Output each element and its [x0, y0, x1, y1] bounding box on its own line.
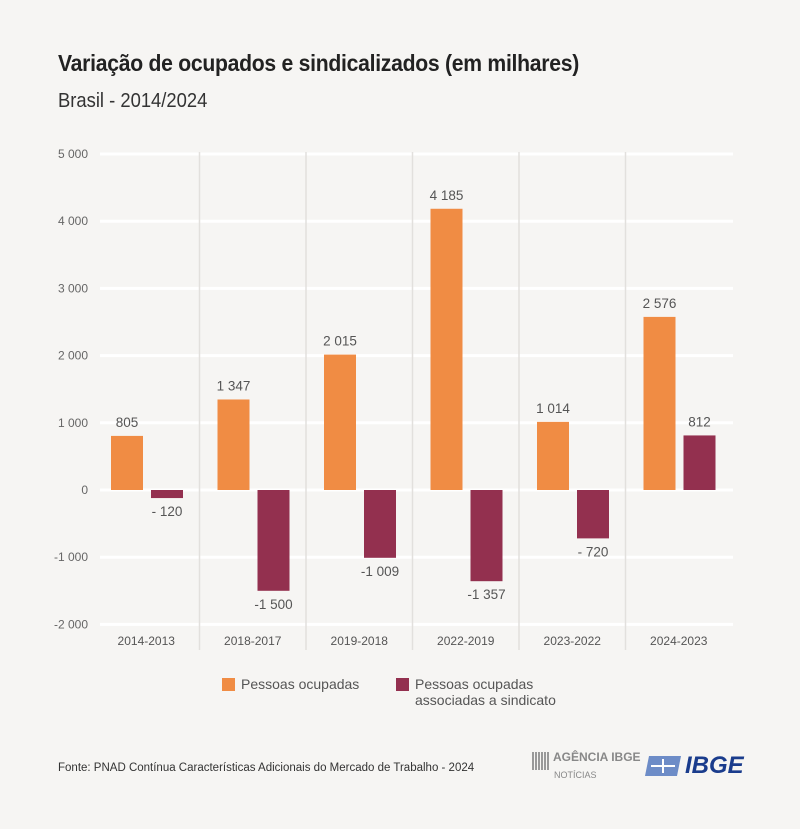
source-note: Fonte: PNAD Contínua Características Adi… — [58, 762, 475, 774]
bar-ocupadas — [643, 316, 676, 490]
y-tick-label: -2 000 — [54, 617, 88, 631]
y-tick-label: 5 000 — [58, 147, 88, 161]
data-label: 1 347 — [217, 378, 251, 393]
y-tick-label: 4 000 — [58, 214, 88, 228]
data-label: - 120 — [152, 504, 183, 519]
data-label: -1 357 — [467, 587, 505, 602]
x-tick-label: 2014-2013 — [118, 634, 176, 648]
data-label: 2 576 — [643, 296, 677, 311]
legend-item-sindicato: Pessoas ocupadas associadas a sindicato — [396, 676, 556, 708]
bar-sindicato — [577, 490, 609, 539]
x-tick-label: 2024-2023 — [650, 634, 708, 648]
x-tick-label: 2019-2018 — [331, 634, 389, 648]
chart-title: Variação de ocupados e sindicalizados (e… — [58, 50, 580, 76]
legend-swatch — [222, 678, 235, 691]
y-tick-label: 1 000 — [58, 416, 88, 430]
legend-label: Pessoas ocupadas — [241, 676, 360, 692]
y-tick-label: 3 000 — [58, 281, 88, 295]
bar-sindicato — [364, 490, 396, 558]
legend-item-ocupadas: Pessoas ocupadas — [222, 676, 359, 692]
bar-sindicato — [470, 490, 503, 582]
bar-sindicato — [683, 435, 716, 490]
data-label: 2 015 — [323, 334, 357, 349]
bar-ocupadas — [537, 421, 569, 490]
agencia-ibge-logo: AGÊNCIA IBGE NOTÍCIAS — [532, 751, 641, 781]
data-label: - 720 — [578, 544, 609, 559]
y-tick-label: 0 — [81, 483, 88, 497]
data-label: -1 009 — [361, 564, 399, 579]
y-tick-label: 2 000 — [58, 349, 88, 363]
x-tick-label: 2018-2017 — [224, 634, 282, 648]
chart-subtitle: Brasil - 2014/2024 — [58, 90, 208, 112]
bar-ocupadas — [430, 208, 463, 490]
x-tick-label: 2022-2019 — [437, 634, 495, 648]
y-tick-label: -1 000 — [54, 550, 88, 564]
bar-ocupadas — [324, 354, 356, 490]
ibge-logo: IBGE — [645, 752, 744, 780]
data-label: 4 185 — [430, 188, 464, 203]
x-tick-label: 2023-2022 — [544, 634, 602, 648]
bar-ocupadas — [217, 399, 250, 490]
data-label: 805 — [116, 415, 139, 430]
data-label: 812 — [688, 414, 711, 429]
bar-ocupadas — [111, 435, 143, 490]
legend-label: Pessoas ocupadas associadas a sindicato — [415, 676, 556, 708]
data-label: -1 500 — [254, 597, 292, 612]
bar-sindicato — [151, 490, 183, 499]
bar-sindicato — [257, 490, 290, 591]
data-label: 1 014 — [536, 401, 570, 416]
legend-swatch — [396, 678, 409, 691]
